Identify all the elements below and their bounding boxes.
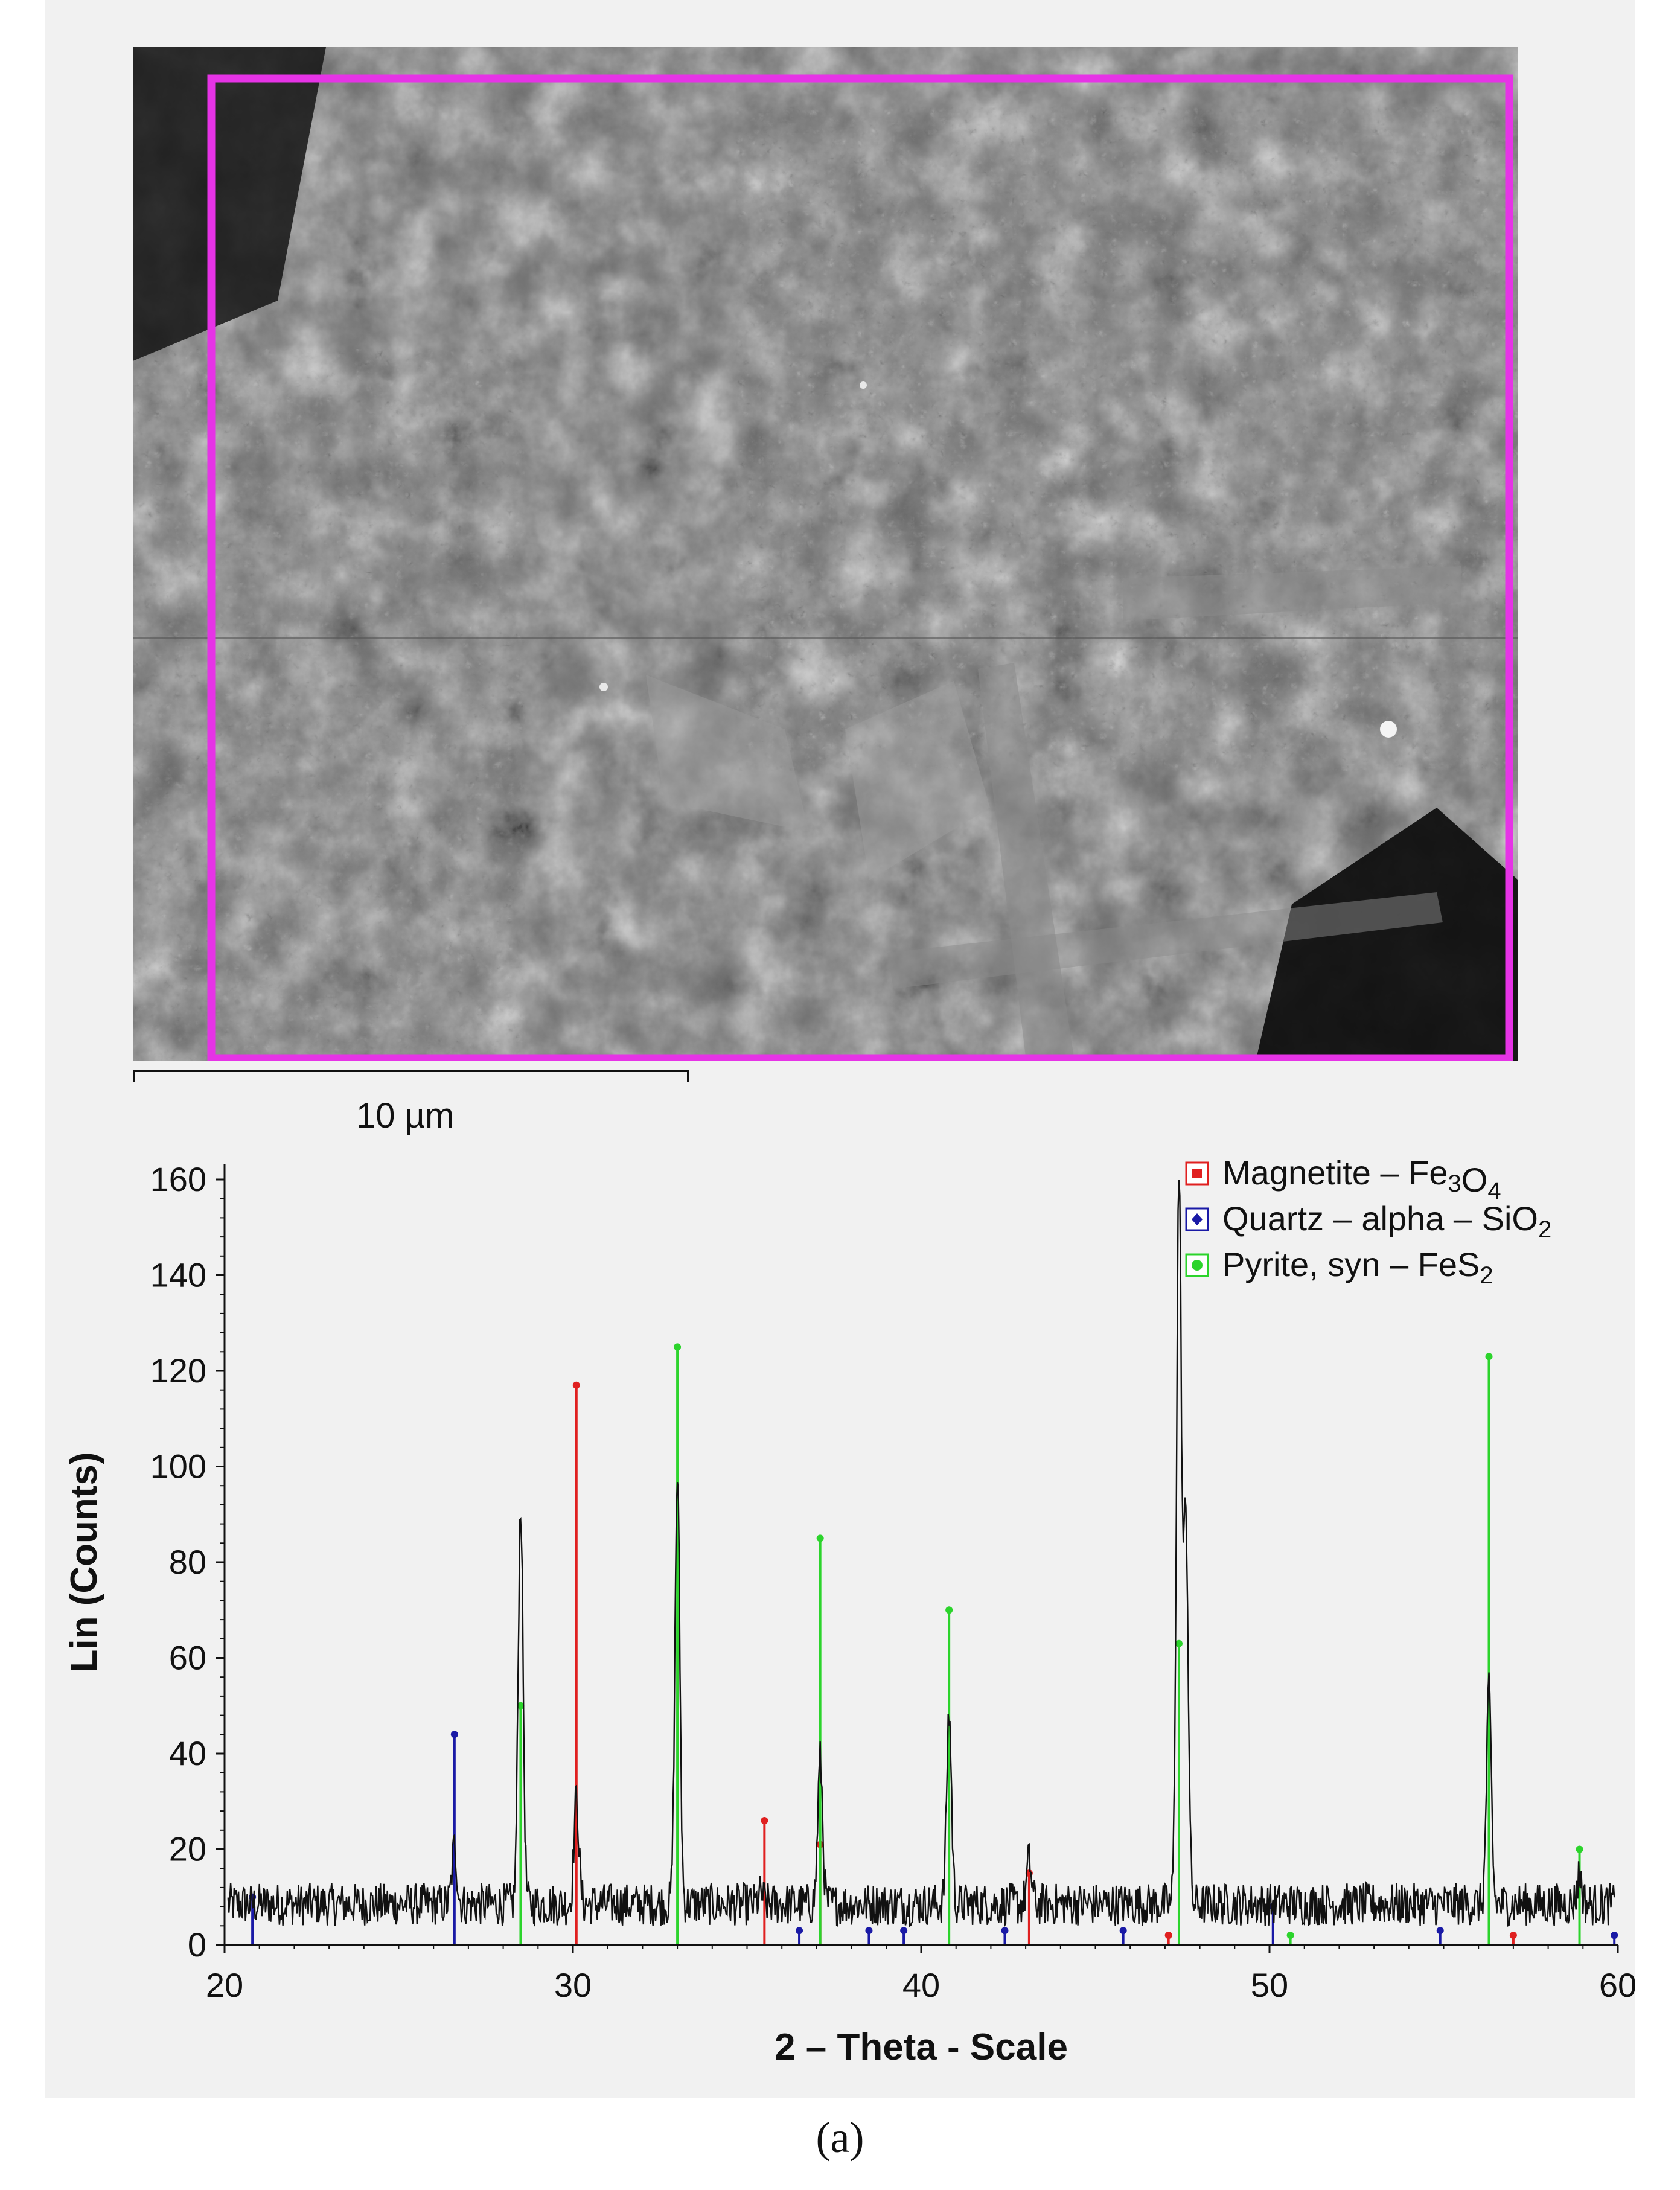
legend-label-quartz: Quartz – alpha – SiO2 — [1222, 1199, 1551, 1243]
reference-marker-pyrite — [1576, 1845, 1583, 1853]
figure-caption: (a) — [816, 2113, 864, 2162]
scale-bar-label: 10 µm — [356, 1096, 455, 1135]
y-tick-label: 100 — [150, 1448, 206, 1486]
y-tick-label: 20 — [169, 1830, 206, 1868]
y-axis-title: Lin (Counts) — [63, 1452, 105, 1672]
y-axis-ticks: 0 20 40 60 80 100 120 140 160 — [150, 1160, 225, 1964]
x-tick-label: 20 — [206, 1966, 243, 2004]
scale-bar-left-tick — [133, 1070, 135, 1082]
scale-bar-line — [133, 1070, 689, 1072]
x-axis-title: 2 – Theta - Scale — [775, 2026, 1068, 2068]
reference-marker-quartz — [900, 1927, 908, 1935]
legend-label-magnetite: Magnetite – Fe3O4 — [1222, 1154, 1501, 1204]
sem-image — [133, 47, 1518, 1061]
reference-marker-magnetite — [1509, 1932, 1517, 1939]
reference-marker-pyrite — [1175, 1639, 1183, 1647]
reference-marker-magnetite — [572, 1381, 580, 1389]
reference-marker-magnetite — [1164, 1932, 1172, 1939]
x-axis-ticks: 20 30 40 50 60 — [206, 1945, 1635, 2004]
reference-marker-quartz — [865, 1927, 873, 1935]
reference-marker-pyrite — [1286, 1932, 1294, 1939]
x-tick-label: 30 — [554, 1966, 592, 2004]
reference-marker-quartz — [1001, 1927, 1009, 1935]
reference-marker-magnetite — [761, 1816, 768, 1824]
y-tick-label: 140 — [150, 1256, 206, 1294]
x-tick-label: 50 — [1251, 1966, 1288, 2004]
reference-marker-pyrite — [674, 1343, 682, 1351]
x-tick-label: 60 — [1599, 1966, 1635, 2004]
xrd-chart: 0 20 40 60 80 100 120 140 160 20 30 40 50 60 Lin (Co… — [45, 1135, 1635, 2098]
reference-marker-quartz — [796, 1927, 803, 1935]
y-tick-label: 0 — [188, 1926, 206, 1964]
x-tick-label: 40 — [902, 1966, 940, 2004]
reference-lines — [249, 1343, 1618, 1945]
reference-marker-quartz — [1119, 1927, 1127, 1935]
reference-marker-quartz — [1611, 1932, 1618, 1939]
reference-marker-pyrite — [945, 1606, 953, 1614]
sem-micrograph — [133, 47, 1518, 1061]
reference-marker-quartz — [450, 1731, 458, 1738]
legend-marker-circle — [1192, 1260, 1203, 1271]
y-tick-label: 40 — [169, 1734, 206, 1772]
legend-marker-square — [1192, 1169, 1202, 1178]
reference-marker-pyrite — [816, 1534, 824, 1542]
measured-pattern-line — [227, 1180, 1615, 1928]
y-tick-label: 60 — [169, 1639, 206, 1677]
y-tick-label: 80 — [169, 1543, 206, 1581]
scale-bar — [133, 1070, 689, 1082]
reference-marker-pyrite — [1485, 1353, 1493, 1361]
y-tick-label: 160 — [150, 1160, 206, 1198]
legend-marker-diamond — [1192, 1213, 1203, 1225]
reference-marker-pyrite — [517, 1702, 525, 1710]
y-tick-label: 120 — [150, 1352, 206, 1390]
reference-marker-quartz — [1436, 1927, 1444, 1935]
scale-bar-right-tick — [687, 1070, 689, 1082]
legend-label-pyrite: Pyrite, syn – FeS2 — [1222, 1245, 1493, 1289]
